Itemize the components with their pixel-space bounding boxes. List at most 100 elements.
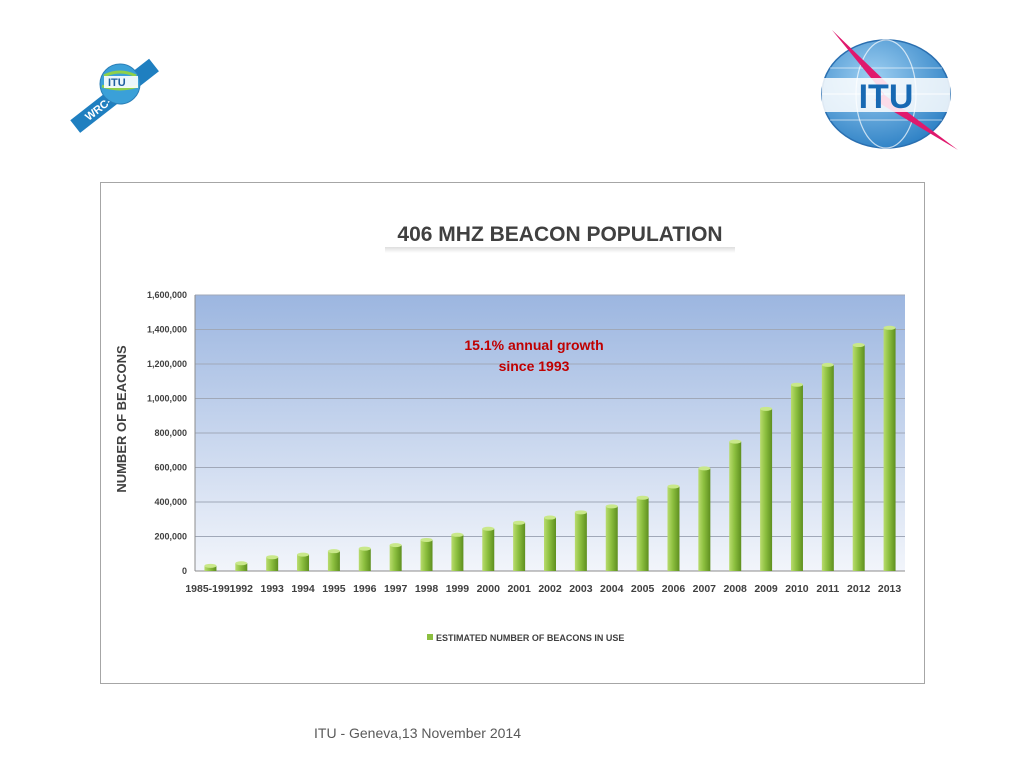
- bar-body: [605, 506, 618, 571]
- bar-cap: [667, 484, 680, 489]
- legend-label: ESTIMATED NUMBER OF BEACONS IN USE: [436, 633, 624, 643]
- x-tick-label: 2001: [507, 583, 531, 595]
- x-tick-label: 2003: [569, 583, 593, 595]
- bar-cap: [729, 439, 742, 444]
- bar: [574, 510, 587, 571]
- legend-swatch: [427, 634, 433, 640]
- bar-body: [790, 384, 803, 571]
- bar-body: [574, 512, 587, 571]
- bar: [266, 555, 279, 571]
- bar-cap: [482, 526, 495, 531]
- growth-annotation-line1: 15.1% annual growth: [464, 337, 603, 353]
- x-tick-label: 2005: [631, 583, 655, 595]
- bar-body: [389, 545, 402, 571]
- growth-annotation-line2: since 1993: [499, 358, 570, 374]
- bar-chart: 0 200,000 400,000 600,000 800,000 1,000,000 1,…: [114, 290, 905, 643]
- bar: [482, 526, 495, 571]
- y-tick-label: 400,000: [154, 497, 187, 507]
- bar: [297, 552, 310, 571]
- bar-cap: [544, 515, 556, 520]
- y-tick-label: 800,000: [154, 428, 187, 438]
- x-tick-label: 2000: [477, 583, 501, 595]
- x-tick-label: 2012: [847, 583, 871, 595]
- bar-body: [729, 441, 742, 571]
- legend: ESTIMATED NUMBER OF BEACONS IN USE: [427, 633, 624, 643]
- x-tick-label: 1993: [260, 583, 284, 595]
- bar-cap: [297, 552, 310, 557]
- bar-cap: [420, 537, 433, 542]
- bar: [636, 495, 649, 571]
- bar: [852, 343, 865, 571]
- bar: [698, 466, 711, 571]
- bar-body: [544, 517, 556, 571]
- bar-body: [204, 565, 217, 571]
- bar: [667, 484, 680, 571]
- x-tick-label: 1992: [230, 583, 254, 595]
- y-tick-label: 600,000: [154, 463, 187, 473]
- x-tick-label: 2007: [693, 583, 717, 595]
- bar: [358, 546, 371, 571]
- bar-cap: [636, 495, 649, 500]
- itu-logo-text: ITU: [859, 78, 914, 116]
- bar-body: [482, 528, 495, 571]
- bar: [420, 537, 433, 571]
- bar-body: [358, 548, 371, 571]
- y-tick-label: 1,200,000: [147, 359, 187, 369]
- y-tick-label: 1,600,000: [147, 290, 187, 300]
- bar-body: [513, 522, 526, 571]
- bar-cap: [358, 546, 371, 551]
- bar: [544, 515, 556, 571]
- wrc-15-logo: WRC-15 ITU: [58, 52, 170, 138]
- x-tick-label: 1995: [322, 583, 346, 595]
- bar-body: [420, 539, 433, 571]
- x-tick-label: 1997: [384, 583, 408, 595]
- bar: [790, 382, 803, 571]
- bar: [389, 543, 402, 571]
- bar-cap: [235, 561, 248, 566]
- bar: [605, 504, 618, 571]
- bar-cap: [389, 543, 402, 548]
- x-tick-label: 2011: [816, 583, 839, 595]
- bar-cap: [451, 532, 464, 537]
- bar-body: [235, 563, 248, 571]
- bar: [204, 563, 217, 571]
- bar-body: [852, 345, 865, 571]
- x-tick-label: 2004: [600, 583, 624, 595]
- footer-text: ITU - Geneva,13 November 2014: [314, 725, 521, 741]
- y-tick-label: 0: [182, 566, 187, 576]
- bar-body: [883, 327, 896, 571]
- bar: [327, 549, 340, 571]
- y-axis-label: NUMBER OF BEACONS: [114, 345, 129, 493]
- bar-cap: [605, 504, 618, 509]
- wrc-15-satellite-icon: WRC-15 ITU: [70, 58, 159, 133]
- x-tick-label: 2002: [538, 583, 562, 595]
- wrc-itu-text: ITU: [108, 77, 126, 89]
- bar-cap: [204, 563, 217, 568]
- chart-title: 406 MHZ BEACON POPULATION: [101, 223, 924, 253]
- bar: [451, 532, 464, 571]
- bar-body: [327, 551, 340, 571]
- bar-cap: [574, 510, 587, 515]
- bar-cap: [790, 382, 803, 387]
- bar-cap: [327, 549, 340, 554]
- itu-logo: ITU: [818, 28, 958, 152]
- itu-globe-icon: ITU: [821, 30, 958, 150]
- bar-body: [667, 486, 680, 571]
- x-tick-label: 2008: [724, 583, 748, 595]
- x-tick-label: 1999: [446, 583, 470, 595]
- bar: [821, 362, 834, 571]
- x-tick-label: 2009: [754, 583, 778, 595]
- bar: [883, 325, 896, 571]
- x-tick-label: 1994: [291, 583, 315, 595]
- chart-frame: 406 MHZ BEACON POPULATION 0 200,000 400,00…: [100, 182, 925, 684]
- x-tick-label: 2010: [785, 583, 809, 595]
- bar-cap: [698, 466, 711, 471]
- x-tick-label: 1996: [353, 583, 377, 595]
- y-tick-label: 1,000,000: [147, 394, 187, 404]
- x-tick-label: 2006: [662, 583, 686, 595]
- bar-cap: [821, 362, 834, 367]
- bar: [760, 406, 773, 571]
- bar-cap: [852, 343, 865, 348]
- bar-body: [760, 408, 773, 571]
- bar-body: [451, 534, 464, 571]
